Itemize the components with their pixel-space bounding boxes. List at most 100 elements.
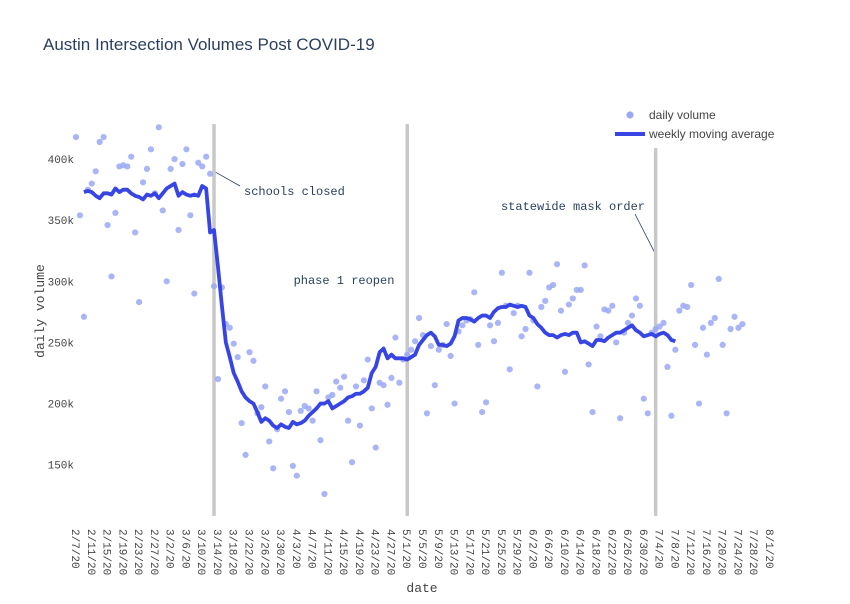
daily-volume-point xyxy=(431,382,438,389)
daily-volume-point xyxy=(167,165,174,172)
x-tick-label: 2/7/20 xyxy=(68,529,80,569)
x-tick-label: 2/23/20 xyxy=(131,529,143,575)
daily-volume-point xyxy=(719,341,726,348)
daily-volume-point xyxy=(384,401,391,408)
daily-volume-point xyxy=(550,281,557,289)
daily-volume-point xyxy=(565,301,573,308)
daily-volume-point xyxy=(352,383,360,390)
daily-volume-point xyxy=(553,261,561,268)
daily-volume-point xyxy=(593,323,600,330)
daily-volume-point xyxy=(76,212,84,219)
daily-volume-point xyxy=(632,295,640,302)
x-tick-label: 3/30/20 xyxy=(273,529,285,575)
daily-volume-point xyxy=(214,376,222,383)
daily-volume-point xyxy=(348,459,356,466)
daily-volume-point xyxy=(175,226,182,234)
daily-volume-point xyxy=(364,356,371,363)
chart-title: Austin Intersection Volumes Post COVID-1… xyxy=(43,35,375,54)
daily-volume-point xyxy=(412,338,419,345)
daily-volume-point xyxy=(199,163,206,170)
daily-volume-point xyxy=(490,338,498,345)
x-tick-label: 3/14/20 xyxy=(210,529,222,575)
daily-volume-point xyxy=(684,303,691,311)
y-tick-label: 400k xyxy=(48,155,75,167)
x-tick-label: 4/15/20 xyxy=(336,529,348,575)
daily-volume-point xyxy=(313,388,320,395)
annotations: schools closed phase 1 reopen statewide ma… xyxy=(244,185,645,288)
x-tick-label: 4/11/20 xyxy=(320,529,332,575)
daily-volume-point xyxy=(135,299,143,306)
daily-volume-point xyxy=(668,412,675,419)
daily-volume-point xyxy=(688,281,695,289)
x-tick-label: 5/29/20 xyxy=(510,529,522,575)
daily-volume-point xyxy=(522,325,529,333)
annotation-label-0: schools closed xyxy=(244,185,345,199)
daily-volume-point xyxy=(494,319,502,326)
daily-volume-point xyxy=(321,490,328,498)
daily-volume-point xyxy=(356,422,364,429)
daily-volume-point xyxy=(624,319,632,326)
daily-volume-point xyxy=(305,405,312,412)
daily-volume-point xyxy=(644,410,651,417)
annotation-label-1: phase 1 reopen xyxy=(294,274,395,288)
daily-volume-point xyxy=(735,324,742,331)
daily-volume-point xyxy=(388,374,395,381)
x-tick-label: 7/24/20 xyxy=(730,529,742,575)
daily-volume-point xyxy=(707,319,714,326)
y-tick-label: 250k xyxy=(48,338,75,350)
daily-volume-point xyxy=(459,322,466,329)
daily-volume-point xyxy=(486,322,494,329)
x-axis-ticks: 2/7/20 2/11/20 2/15/20 2/19/20 2/23/20 2/27/2… xyxy=(68,529,774,575)
daily-volume-point xyxy=(147,146,155,153)
daily-volume-point xyxy=(538,303,545,311)
daily-volume-point xyxy=(92,168,99,175)
daily-volume-point xyxy=(498,269,505,276)
annotation-label-2: statewide mask order xyxy=(501,200,645,214)
daily-volume-point xyxy=(270,465,277,472)
x-tick-label: 6/26/20 xyxy=(620,529,632,575)
daily-volume-point xyxy=(179,160,186,168)
x-tick-label: 4/19/20 xyxy=(352,529,364,575)
daily-volume-point xyxy=(577,286,584,293)
daily-volume-point xyxy=(368,405,375,412)
daily-volume-point xyxy=(100,134,107,141)
daily-volume-point xyxy=(640,395,647,402)
legend-label-daily-volume: daily volume xyxy=(649,108,716,122)
daily-volume-point xyxy=(392,334,399,341)
daily-volume-point xyxy=(443,321,450,328)
x-tick-label: 4/23/20 xyxy=(368,529,380,575)
daily-volume-point xyxy=(277,395,285,402)
daily-volume-point xyxy=(589,409,596,416)
daily-volume-point xyxy=(191,290,198,297)
daily-volume-point xyxy=(727,325,734,333)
daily-volume-point xyxy=(163,278,170,285)
x-tick-label: 3/26/20 xyxy=(257,529,269,575)
daily-volume-point xyxy=(636,302,643,309)
daily-volume-point xyxy=(266,438,273,445)
x-tick-label: 3/18/20 xyxy=(226,529,238,575)
daily-volume-point xyxy=(699,324,707,331)
daily-volume-point xyxy=(703,351,711,358)
daily-volume-point xyxy=(526,269,533,276)
moving-average-line xyxy=(83,181,676,430)
daily-volume-point xyxy=(234,354,241,361)
y-axis-title: daily volume xyxy=(33,264,48,358)
x-tick-label: 6/30/20 xyxy=(636,529,648,575)
daily-volume-point xyxy=(80,313,87,320)
daily-volume-point xyxy=(128,153,135,160)
daily-volume-point xyxy=(613,339,620,346)
daily-volume-point xyxy=(731,313,738,320)
x-tick-label: 7/20/20 xyxy=(715,529,727,575)
daily-volume-point xyxy=(171,156,178,163)
daily-volume-point xyxy=(427,343,434,350)
x-tick-label: 2/15/20 xyxy=(100,529,112,575)
daily-volume-point xyxy=(691,341,699,348)
daily-volume-point xyxy=(711,314,718,322)
x-tick-label: 3/2/20 xyxy=(163,529,175,569)
daily-volume-point xyxy=(471,289,478,296)
daily-volume-point xyxy=(506,366,513,373)
x-tick-label: 5/1/20 xyxy=(399,529,411,569)
x-tick-label: 7/12/20 xyxy=(683,529,695,575)
daily-volume-point xyxy=(238,420,245,427)
